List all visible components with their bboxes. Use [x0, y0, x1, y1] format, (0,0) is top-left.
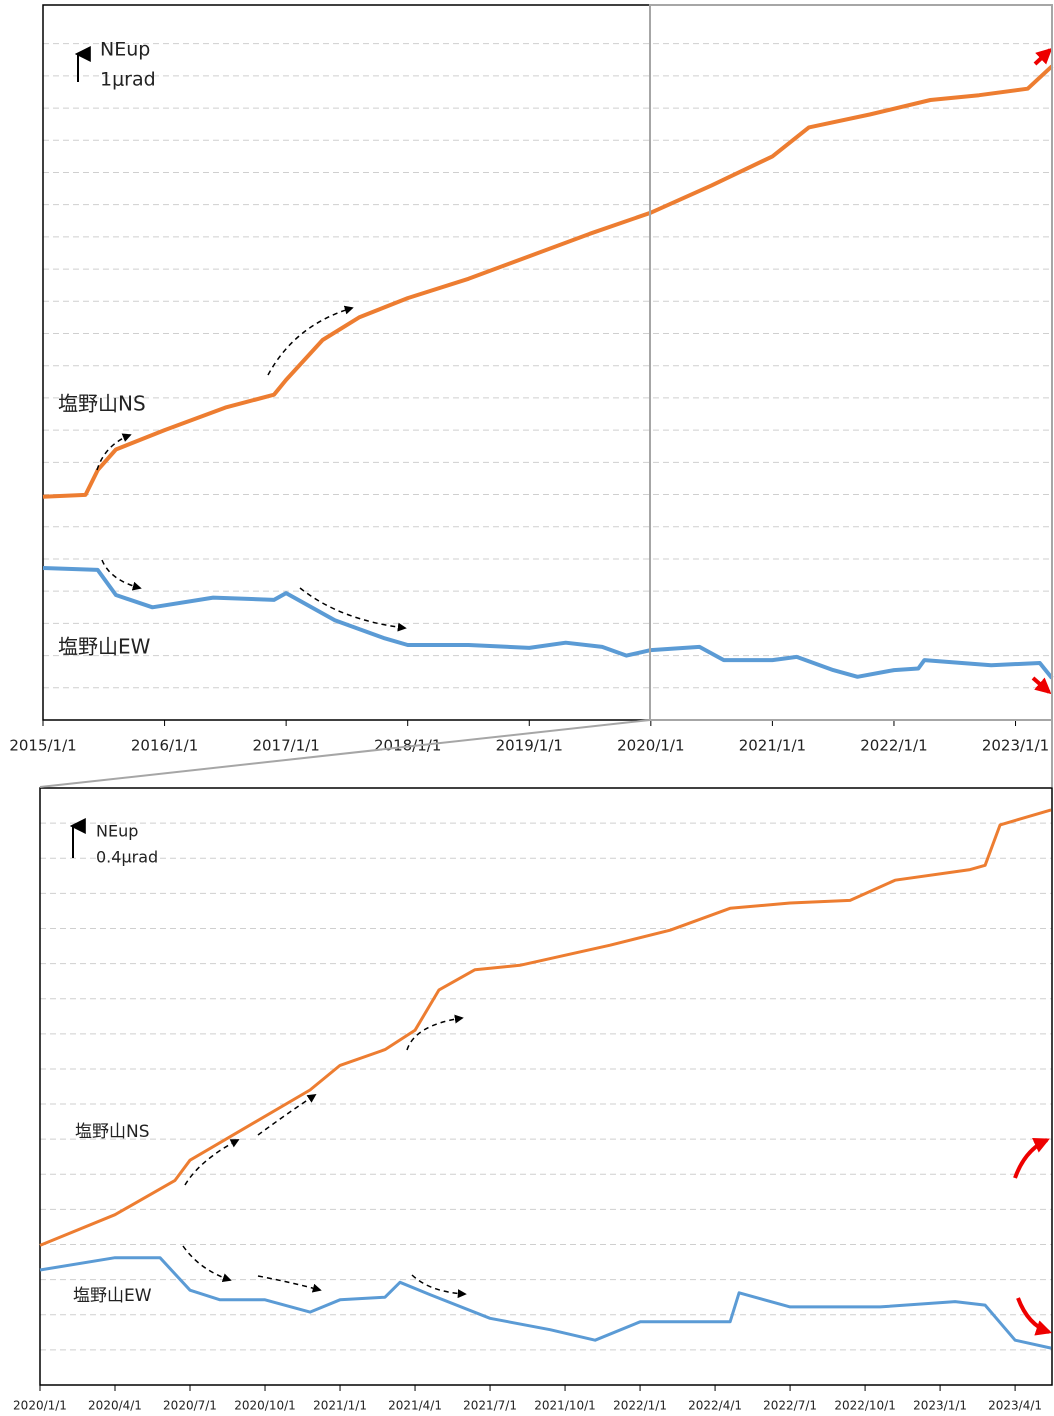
red-arrow — [1031, 676, 1052, 695]
x-tick-label: 2022/1/1 — [613, 1399, 667, 1413]
trend-arrow — [406, 1014, 464, 1051]
trend-arrow — [299, 587, 407, 632]
x-tick-label: 2023/1/1 — [913, 1399, 967, 1413]
x-tick-label: 2020/4/1 — [88, 1399, 142, 1413]
x-tick-label: 2015/1/1 — [9, 737, 76, 755]
trend-arrow — [267, 305, 354, 376]
series-line — [42, 566, 1054, 680]
x-tick-label: 2023/4/1 — [988, 1399, 1042, 1413]
x-tick-label: 2022/10/1 — [834, 1399, 896, 1413]
x-tick-label: 2020/1/1 — [617, 737, 684, 755]
series-label: 塩野山EW — [58, 635, 151, 659]
trend-arrow — [101, 559, 142, 591]
x-tick-label: 2022/1/1 — [860, 737, 927, 755]
x-tick-label: 2020/10/1 — [234, 1399, 296, 1413]
x-tick-label: 2023/1/1 — [982, 737, 1049, 755]
x-tick-label: 2022/7/1 — [763, 1399, 817, 1413]
x-tick-label: 2017/1/1 — [252, 737, 319, 755]
red-arrow — [1016, 1297, 1053, 1336]
red-arrow — [1033, 47, 1053, 66]
x-tick-label: 2022/4/1 — [688, 1399, 742, 1413]
series-line — [39, 808, 1052, 1247]
zoom-connector — [39, 719, 651, 788]
trend-arrow — [257, 1094, 317, 1136]
series-label: 塩野山NS — [58, 392, 146, 416]
plot-frame — [39, 787, 1053, 1386]
annotation: 1μrad — [100, 69, 156, 91]
trend-arrow — [411, 1274, 467, 1299]
series-line — [39, 1256, 1052, 1350]
zoom-box — [649, 4, 1053, 721]
series-label: 塩野山EW — [73, 1286, 152, 1306]
red-arrow — [1013, 1138, 1050, 1179]
series-label: 塩野山NS — [75, 1122, 150, 1142]
x-tick-label: 2016/1/1 — [131, 737, 198, 755]
series-line — [42, 64, 1054, 499]
x-tick-label: 2021/1/1 — [739, 737, 806, 755]
x-tick-label: 2018/1/1 — [374, 737, 441, 755]
trend-arrow — [257, 1275, 322, 1293]
trend-arrows — [39, 4, 1053, 1336]
x-tick-label: 2021/4/1 — [388, 1399, 442, 1413]
x-tick-label: 2019/1/1 — [496, 737, 563, 755]
annotation: 0.4μrad — [96, 848, 158, 867]
x-tick-label: 2021/10/1 — [534, 1399, 596, 1413]
x-tick-label: 2021/7/1 — [463, 1399, 517, 1413]
x-tick-label: 2021/1/1 — [313, 1399, 367, 1413]
trend-arrow — [182, 1245, 232, 1282]
trend-arrow — [184, 1139, 240, 1186]
annotation: NEup — [96, 822, 138, 841]
plot-frame — [42, 4, 1053, 721]
annotation: NEup — [100, 39, 150, 61]
x-tick-label: 2020/1/1 — [13, 1399, 67, 1413]
trend-arrow — [96, 433, 132, 471]
x-tick-label: 2020/7/1 — [163, 1399, 217, 1413]
